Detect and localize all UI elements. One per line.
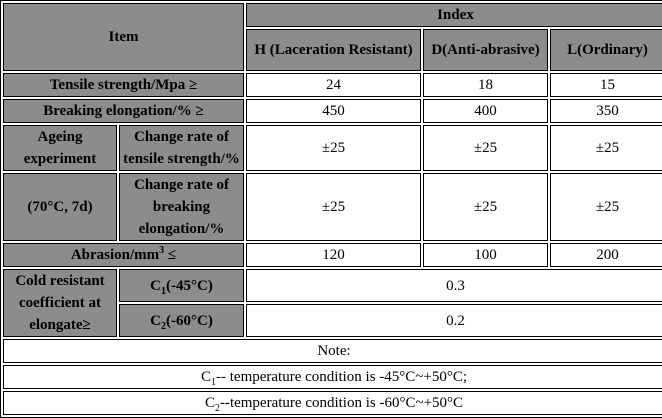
abrasion-d: 100: [423, 243, 548, 267]
row-breaking-elongation: Breaking elongation/% ≥ 450 400 350: [3, 99, 662, 123]
header-col-l: L(Ordinary): [550, 29, 662, 71]
header-item: Item: [3, 3, 244, 71]
header-col-h: H (Laceration Resistant): [246, 29, 421, 71]
header-row-columns: H (Laceration Resistant) D(Anti-abrasive…: [3, 29, 662, 71]
row-cold-c1: Cold resistant coefficient at elongate≥ …: [3, 269, 662, 337]
cold-resistant-label: Cold resistant coefficient at elongate≥: [3, 269, 117, 337]
tensile-strength-d: 18: [423, 73, 548, 97]
breaking-elongation-label: Breaking elongation/% ≥: [3, 99, 244, 123]
row-note-line2: C2--temperature condition is -60°C~+50°C: [3, 391, 662, 415]
abrasion-h: 120: [246, 243, 421, 267]
row-tensile-strength: Tensile strength/Mpa ≥ 24 18 15: [3, 73, 662, 97]
ageing-elongation-h: ±25: [246, 173, 421, 241]
abrasion-l: 200: [550, 243, 662, 267]
header-row-top: Item Index: [3, 3, 662, 71]
row-abrasion: Abrasion/mm3 ≤ 120 100 200: [3, 243, 662, 267]
cold-c2-label: C2(-60°C): [119, 304, 244, 337]
ageing-elongation-d: ±25: [423, 173, 548, 241]
row-cold-c2: C2(-60°C) 0.2: [3, 304, 662, 337]
breaking-elongation-h: 450: [246, 99, 421, 123]
tensile-strength-h: 24: [246, 73, 421, 97]
ageing-tensile-d: ±25: [423, 125, 548, 171]
ageing-tensile-h: ±25: [246, 125, 421, 171]
ageing-elongation-l: ±25: [550, 173, 662, 241]
note-line-1: C1-- temperature condition is -45°C~+50°…: [3, 365, 662, 389]
header-index: Index: [246, 3, 662, 27]
breaking-elongation-l: 350: [550, 99, 662, 123]
breaking-elongation-d: 400: [423, 99, 548, 123]
header-col-d: D(Anti-abrasive): [423, 29, 548, 71]
note-title: Note:: [3, 339, 662, 363]
row-note-line1: C1-- temperature condition is -45°C~+50°…: [3, 365, 662, 389]
ageing-condition-label: (70°C, 7d): [3, 173, 117, 241]
cold-c2-value: 0.2: [246, 304, 662, 337]
tensile-strength-label: Tensile strength/Mpa ≥: [3, 73, 244, 97]
row-note-title: Note:: [3, 339, 662, 363]
note-line-2: C2--temperature condition is -60°C~+50°C: [3, 391, 662, 415]
tensile-strength-l: 15: [550, 73, 662, 97]
row-ageing-tensile: Ageing experiment Change rate of tensile…: [3, 125, 662, 171]
ageing-tensile-label: Change rate of tensile strength/%: [119, 125, 244, 171]
cold-c1-label: C1(-45°C): [119, 269, 244, 302]
abrasion-label: Abrasion/mm3 ≤: [3, 243, 244, 267]
ageing-elongation-label: Change rate of breaking elongation/%: [119, 173, 244, 241]
ageing-experiment-label: Ageing experiment: [3, 125, 117, 171]
ageing-tensile-l: ±25: [550, 125, 662, 171]
row-ageing-elongation: (70°C, 7d) Change rate of breaking elong…: [3, 173, 662, 241]
cold-c1-value: 0.3: [246, 269, 662, 302]
